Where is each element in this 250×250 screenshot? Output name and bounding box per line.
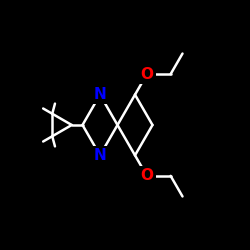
Text: N: N	[94, 87, 106, 102]
Text: O: O	[140, 168, 153, 184]
Text: N: N	[94, 148, 106, 163]
Text: O: O	[140, 66, 153, 82]
